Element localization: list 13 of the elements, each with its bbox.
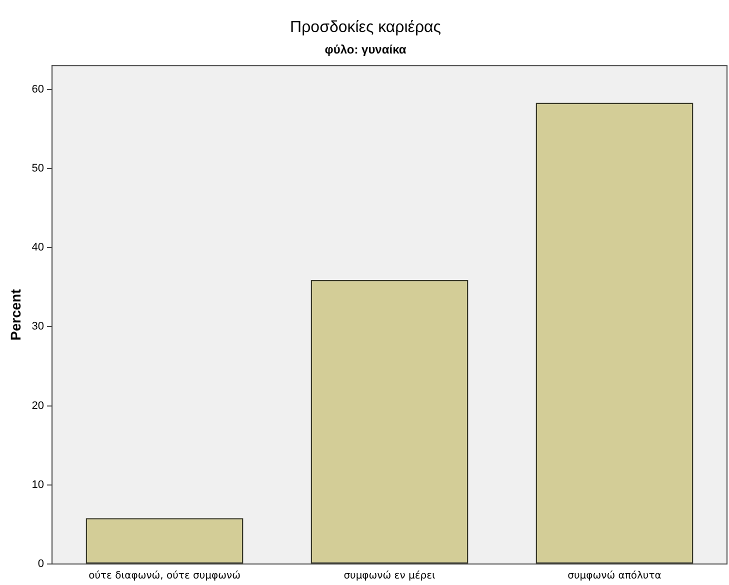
chart-title: Προσδοκίες καριέρας [290, 19, 442, 36]
y-tick-label: 50 [32, 162, 44, 174]
y-axis-title: Percent [7, 288, 24, 340]
x-tick-label: συμφωνώ απόλυτα [568, 570, 662, 582]
y-tick-label: 0 [38, 558, 44, 570]
y-tick-label: 10 [32, 478, 44, 491]
y-tick-label: 40 [32, 242, 44, 254]
chart-subtitle: φύλο: γυναίκα [324, 42, 407, 57]
x-tick-label: συμφωνώ εν μέρει [344, 570, 436, 582]
x-tick-label: ούτε διαφωνώ, ούτε συμφωνώ [88, 570, 240, 582]
y-tick-label: 30 [32, 320, 44, 333]
y-tick-label: 60 [32, 83, 44, 96]
y-tick-label: 20 [32, 400, 44, 412]
